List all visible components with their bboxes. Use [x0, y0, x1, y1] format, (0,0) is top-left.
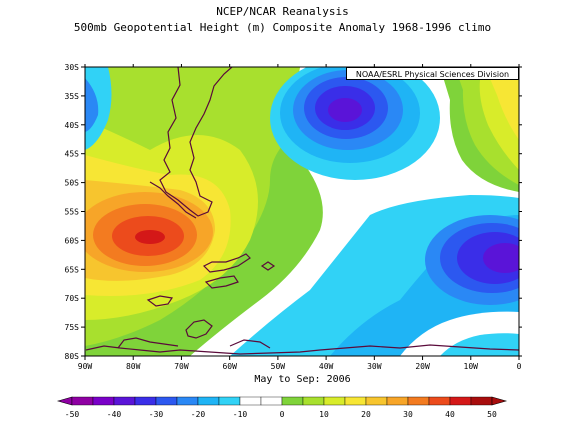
lon-label: 20W [415, 362, 430, 371]
lat-label: 45S [65, 150, 80, 159]
lon-label: 50W [271, 362, 286, 371]
colorbar-min-arrow [56, 396, 73, 406]
colorbar-label: -30 [149, 410, 164, 419]
colorbar-segment [407, 396, 430, 406]
lat-label: 50S [65, 179, 80, 188]
colorbar-label: 0 [280, 410, 285, 419]
lon-label: 60W [222, 362, 237, 371]
lon-label: 70W [174, 362, 189, 371]
lon-label: 10W [464, 362, 479, 371]
colorbar-segment [134, 396, 157, 406]
colorbar-segment [281, 396, 304, 406]
colorbar-segment [365, 396, 388, 406]
colorbar-segment [344, 396, 367, 406]
colorbar-segment [449, 396, 472, 406]
lat-label: 60S [65, 236, 80, 245]
lon-label: 90W [78, 362, 93, 371]
lon-label: 80W [126, 362, 141, 371]
latitude-axis: 30S 35S 40S 45S 50S 55S 60S 65S 70S 75S 80S [65, 63, 522, 361]
colorbar-label: 50 [487, 410, 497, 419]
colorbar-segment [218, 396, 241, 406]
lat-label: 70S [65, 294, 80, 303]
colorbar-segment [197, 396, 220, 406]
lat-label: 55S [65, 208, 80, 217]
longitude-axis: 90W 80W 70W 60W 50W 40W 30W 20W 10W 0 [78, 64, 522, 371]
colorbar-segment [323, 396, 346, 406]
colorbar-segment [260, 396, 283, 406]
chart-title: NCEP/NCAR Reanalysis [216, 5, 349, 18]
lon-label: 0 [517, 362, 522, 371]
lat-label: 30S [65, 63, 80, 72]
colorbar-label: 20 [361, 410, 371, 419]
colorbar-segment [92, 396, 115, 406]
colorbar-segment [470, 396, 493, 406]
colorbar-label: 10 [319, 410, 329, 419]
colorbar-segment [239, 396, 262, 406]
colorbar-label: -40 [107, 410, 122, 419]
lat-label: 65S [65, 265, 80, 274]
lon-label: 30W [367, 362, 382, 371]
lat-label: 35S [65, 92, 80, 101]
colorbar-segment [155, 396, 178, 406]
lat-label: 80S [65, 352, 80, 361]
credit-label: NOAA/ESRL Physical Sciences Division [346, 67, 519, 80]
colorbar-segment [428, 396, 451, 406]
colorbar-max-arrow [491, 396, 508, 406]
coastlines [85, 67, 519, 355]
lon-label: 40W [319, 362, 334, 371]
colorbar: -50 -40 -30 -20 -10 0 10 20 30 40 50 [56, 396, 508, 419]
colorbar-label: -10 [233, 410, 248, 419]
anomaly-field [85, 67, 519, 356]
colorbar-label: -50 [65, 410, 80, 419]
colorbar-label: 40 [445, 410, 455, 419]
chart-subtitle: 500mb Geopotential Height (m) Composite … [73, 21, 492, 34]
colorbar-segment [71, 396, 94, 406]
lat-label: 75S [65, 323, 80, 332]
colorbar-label: -20 [191, 410, 206, 419]
colorbar-segment [386, 396, 409, 406]
lat-label: 40S [65, 121, 80, 130]
colorbar-segment [113, 396, 136, 406]
colorbar-label: 30 [403, 410, 413, 419]
colorbar-segment [176, 396, 199, 406]
time-period-label: May to Sep: 2006 [254, 374, 351, 385]
colorbar-segment [302, 396, 325, 406]
